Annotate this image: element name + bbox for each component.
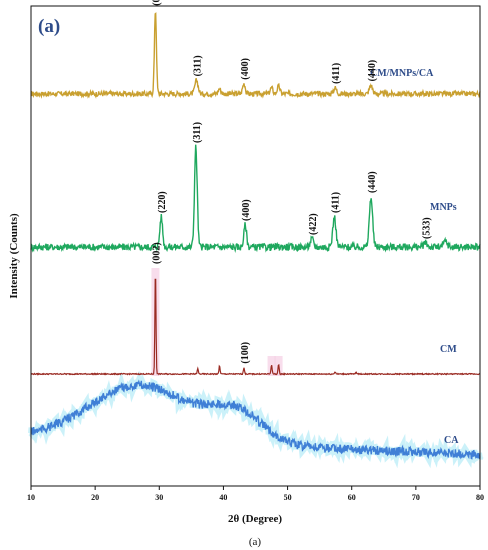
trace-glow-layer [28, 268, 484, 469]
x-tick-label: 40 [219, 493, 227, 502]
peak-highlight [151, 268, 160, 376]
peak-label: (002) [151, 0, 162, 6]
x-axis-title: 2θ (Degree) [228, 513, 282, 525]
x-tick-label: 60 [348, 493, 356, 502]
plot-frame [30, 5, 481, 487]
series-name-mnps: MNPs [430, 202, 457, 213]
peak-label: (220) [157, 191, 168, 213]
x-tick-label: 30 [155, 493, 163, 502]
x-axis-ticks: 10 20 30 40 50 60 70 80 [27, 486, 484, 502]
x-tick-label: 10 [27, 493, 35, 502]
peak-label: (440) [367, 171, 378, 193]
series-name-cm-mnps-ca: CM/MNPs/CA [370, 68, 434, 79]
trace-layer [30, 12, 481, 460]
peak-label: (440) [367, 60, 378, 82]
peak-label: (311) [193, 55, 204, 76]
figure-caption: (a) [249, 536, 262, 548]
panel-label: (a) [38, 16, 60, 37]
series-line-ca [30, 379, 481, 460]
peak-label: (400) [241, 199, 252, 221]
peak-label: (002) [151, 242, 162, 264]
x-tick-label: 20 [91, 493, 99, 502]
series-line-cm [30, 278, 480, 376]
x-tick-label: 50 [284, 493, 292, 502]
series-line-cm-mnps-ca [30, 12, 481, 99]
x-tick-label: 70 [412, 493, 420, 502]
peak-label: (411) [330, 192, 341, 213]
peak-label: (533) [422, 217, 433, 239]
y-axis-title: Intensity (Counts) [8, 213, 20, 299]
annotation-layer: CM/MNPs/CA (002) (311) (400) (411) (440) MNPs (… [151, 0, 459, 446]
series-name-ca: CA [444, 435, 459, 446]
series-line-mnps [30, 144, 481, 254]
x-tick-label: 80 [476, 493, 484, 502]
peak-label: (311) [192, 122, 203, 143]
peak-label: (100) [240, 342, 251, 364]
peak-label: (411) [331, 63, 342, 84]
peak-label: (400) [240, 58, 251, 80]
series-name-cm: CM [440, 344, 457, 355]
peak-label: (422) [308, 213, 319, 235]
